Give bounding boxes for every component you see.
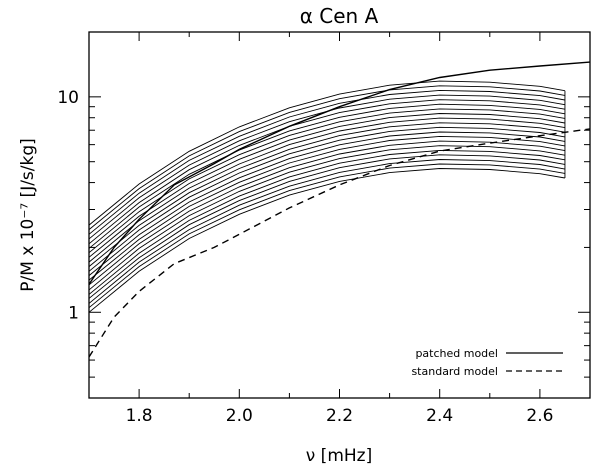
x-tick-label: 2.6	[526, 406, 553, 426]
band-curve-6	[89, 140, 565, 286]
x-tick-label: 1.8	[126, 406, 153, 426]
x-tick-label: 2.2	[326, 406, 353, 426]
band-curve-3	[89, 154, 565, 299]
legend-label-patched-model: patched model	[415, 347, 498, 360]
legend-label-standard-model: standard model	[411, 365, 498, 378]
band-curve-13	[89, 108, 565, 254]
band-curve-18	[89, 85, 565, 230]
band-curve-4	[89, 149, 565, 295]
x-tick-label: 2.4	[426, 406, 453, 426]
y-tick-label: 10	[57, 88, 79, 108]
band-curve-9	[89, 126, 565, 272]
x-tick-labels: 1.8 2.0 2.2 2.4 2.6	[126, 406, 554, 426]
series-line-standard-model	[89, 128, 590, 358]
x-axis-label: ν [mHz]	[306, 446, 372, 466]
band-curve-0	[89, 168, 565, 313]
band-curve-11	[89, 117, 565, 263]
y-tick-label: 1	[68, 303, 79, 323]
band-curve-17	[89, 89, 565, 235]
x-tick-label: 2.0	[226, 406, 253, 426]
series-line-patched-model	[89, 61, 590, 285]
model-band	[89, 80, 566, 313]
y-axis-label: P/M x 10⁻⁷ [J/s/kg]	[18, 138, 38, 292]
band-curve-5	[89, 145, 565, 291]
band-curve-15	[89, 99, 565, 245]
band-curve-14	[89, 103, 565, 249]
band-curve-7	[89, 135, 565, 281]
band-curve-19	[89, 80, 565, 226]
band-curve-8	[89, 131, 565, 276]
band-curve-2	[89, 159, 565, 304]
legend: patched model standard model	[411, 347, 563, 378]
band-curve-12	[89, 113, 565, 258]
band-curve-1	[89, 163, 565, 309]
band-curve-16	[89, 94, 565, 240]
plot-frame	[88, 31, 591, 399]
series-layer	[89, 61, 590, 358]
y-tick-labels: 1 10	[57, 88, 79, 323]
axis-ticks	[88, 31, 591, 399]
band-curve-10	[89, 122, 565, 267]
chart-title: α Cen A	[300, 4, 379, 28]
